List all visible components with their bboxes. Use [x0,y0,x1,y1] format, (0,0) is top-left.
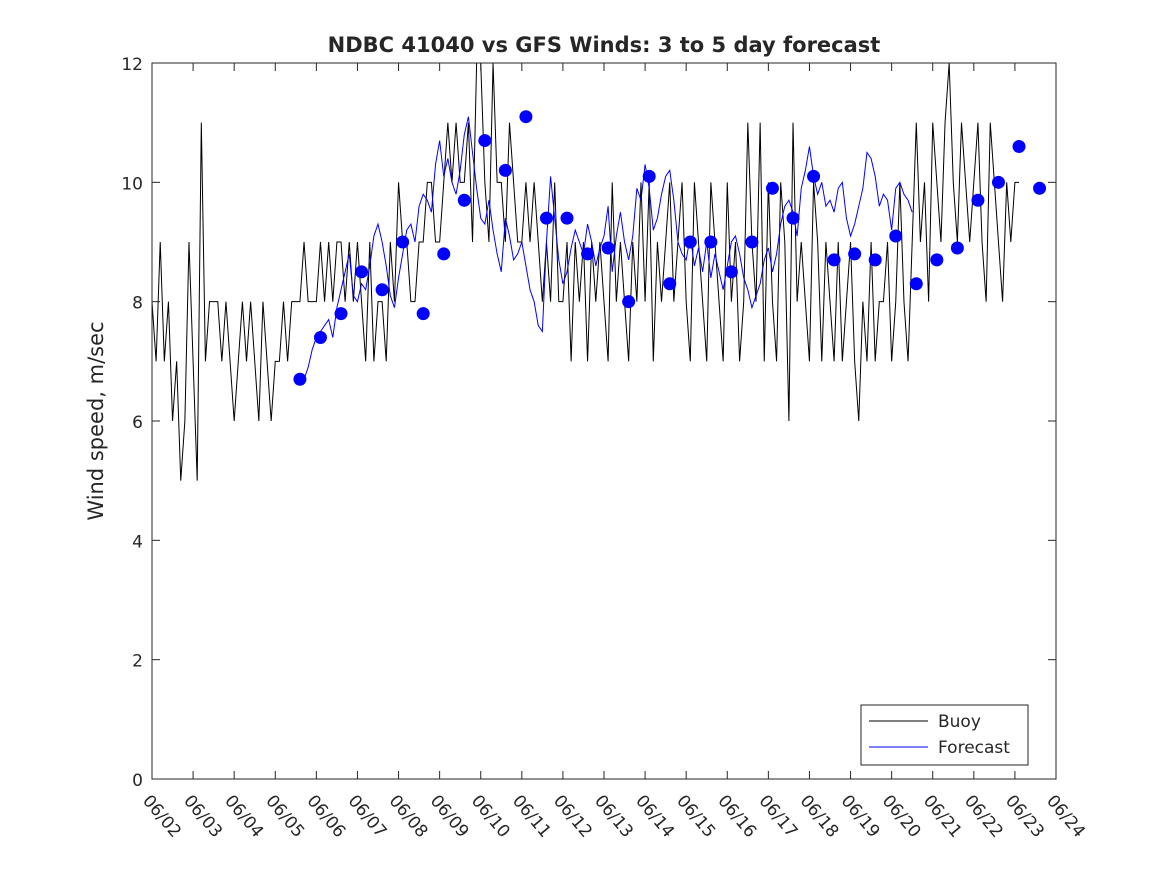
forecast-marker [991,175,1005,189]
legend-box [860,704,1029,766]
forecast-marker [622,295,636,309]
chart-title: NDBC 41040 vs GFS Winds: 3 to 5 day fore… [328,33,881,57]
forecast-marker [560,211,574,225]
forecast-marker [889,229,903,243]
y-tick-label: 8 [132,294,143,314]
forecast-marker [868,253,882,267]
forecast-marker [1033,181,1047,195]
legend-label-forecast: Forecast [938,738,1010,758]
forecast-marker [745,235,759,249]
y-tick-label: 6 [132,413,143,433]
forecast-marker [355,265,369,279]
forecast-marker [704,235,718,249]
marker-layer [293,110,1047,386]
forecast-marker [478,134,492,148]
forecast-marker [396,235,410,249]
y-axis: 0 2 4 6 8 10 12 [121,55,1056,791]
y-tick-label: 4 [132,532,143,552]
forecast-marker [457,193,471,207]
y-tick-label: 0 [132,771,143,791]
forecast-marker [909,277,923,291]
forecast-marker [581,247,595,261]
forecast-marker [971,193,985,207]
forecast-marker [519,110,533,124]
y-tick-label: 10 [121,174,143,194]
forecast-marker [683,235,697,249]
forecast-marker [786,211,800,225]
forecast-marker [498,163,512,177]
plot-area [152,63,1056,779]
forecast-marker [807,169,821,183]
forecast-marker [848,247,862,261]
forecast-marker [539,211,553,225]
y-tick-label: 12 [121,55,143,75]
forecast-marker [663,277,677,291]
forecast-marker [334,307,348,321]
y-tick-label: 2 [132,652,143,672]
forecast-marker [601,241,615,255]
legend-label-buoy: Buoy [938,712,981,732]
forecast-marker [375,283,389,297]
forecast-marker [724,265,738,279]
forecast-marker [1012,140,1026,154]
forecast-marker [950,241,964,255]
forecast-marker [930,253,944,267]
forecast-marker [765,181,779,195]
forecast-marker [416,307,430,321]
forecast-marker [437,247,451,261]
forecast-marker [827,253,841,267]
series-line-buoy [151,62,1020,481]
forecast-marker [642,169,656,183]
forecast-marker [313,330,327,344]
legend: Buoy Forecast [860,704,1029,766]
y-axis-label: Wind speed, m/sec [84,321,108,520]
forecast-marker [293,372,307,386]
